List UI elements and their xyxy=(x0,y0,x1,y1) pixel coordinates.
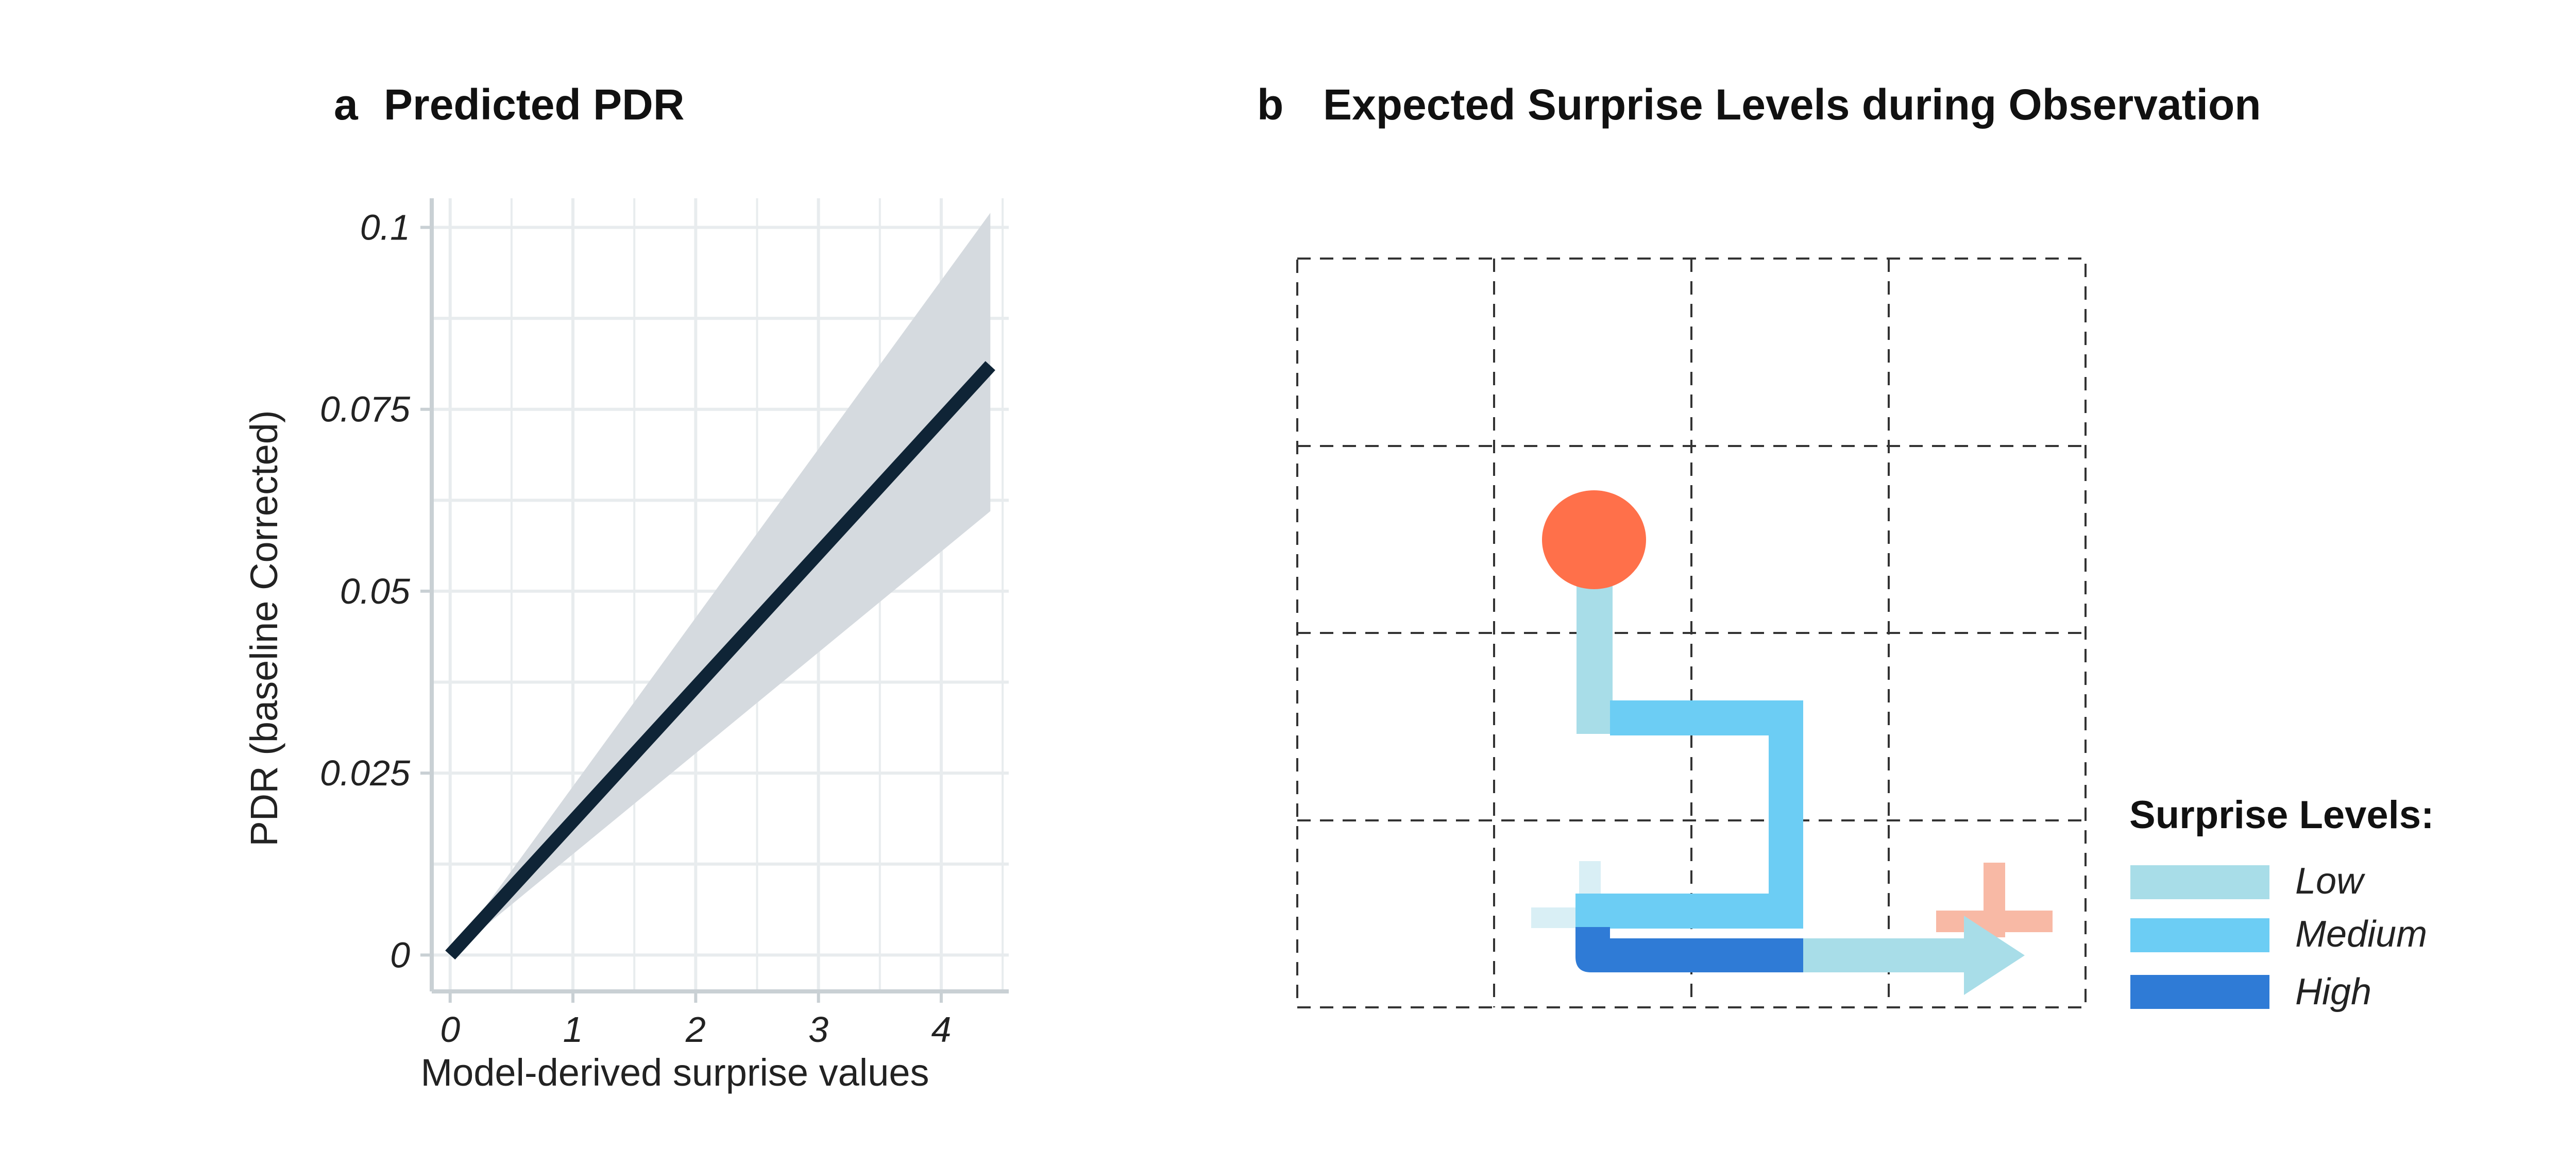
legend-label-medium: Medium xyxy=(2295,914,2427,955)
panel-b: b Expected Surprise Levels during Observ… xyxy=(1257,80,2434,1013)
x-axis-label: Model-derived surprise values xyxy=(420,1051,929,1094)
confidence-band xyxy=(450,213,991,955)
y-tick-labels: 0 0.025 0.05 0.075 0.1 xyxy=(320,208,432,975)
x-tick-label: 4 xyxy=(931,1009,951,1050)
x-tick-label: 0 xyxy=(440,1009,460,1050)
legend-swatch-medium xyxy=(2130,918,2269,952)
regression-line xyxy=(445,361,995,960)
x-tick-label: 3 xyxy=(808,1009,828,1050)
legend-label-low: Low xyxy=(2295,861,2365,902)
legend-swatch-low xyxy=(2130,865,2269,899)
path-stub-horizontal xyxy=(1531,907,1578,928)
panel-a: a Predicted PDR 0 0.025 0.05 0.075 0.1 0 1 2 3 4… xyxy=(243,80,1009,1094)
panel-a-letter: a xyxy=(334,80,359,129)
path-segment-low xyxy=(1577,572,1613,734)
plot-area: 0 0.025 0.05 0.075 0.1 0 1 2 3 4 xyxy=(320,198,1009,1050)
y-tick-label: 0.025 xyxy=(320,753,411,793)
y-tick-label: 0 xyxy=(390,935,410,975)
path-segment-medium xyxy=(1575,700,1803,929)
start-point-dot xyxy=(1542,490,1646,589)
x-tick-labels: 0 1 2 3 4 xyxy=(440,991,951,1050)
goal-cross-horizontal xyxy=(1936,911,2053,932)
y-axis-label: PDR (baseline Corrected) xyxy=(243,410,285,846)
panel-b-title: Expected Surprise Levels during Observat… xyxy=(1323,80,2261,129)
goal-cross-icon xyxy=(1936,863,2053,937)
maze-grid xyxy=(1296,258,2087,1008)
legend-label-high: High xyxy=(2295,971,2371,1013)
path-segment-high xyxy=(1575,927,1803,972)
panel-a-title: Predicted PDR xyxy=(384,80,685,129)
legend-title: Surprise Levels: xyxy=(2129,793,2434,837)
panel-b-letter: b xyxy=(1257,80,1283,129)
x-tick-label: 2 xyxy=(685,1009,706,1050)
y-tick-label: 0.05 xyxy=(340,571,411,611)
legend-swatch-high xyxy=(2130,975,2269,1009)
legend: Surprise Levels: Low Medium High xyxy=(2129,793,2434,1013)
path-segment-low-end xyxy=(1803,938,1965,972)
arrow-head-icon xyxy=(1964,916,2025,995)
y-tick-label: 0.075 xyxy=(320,389,411,430)
y-tick-label: 0.1 xyxy=(360,208,410,248)
x-tick-label: 1 xyxy=(563,1009,583,1050)
